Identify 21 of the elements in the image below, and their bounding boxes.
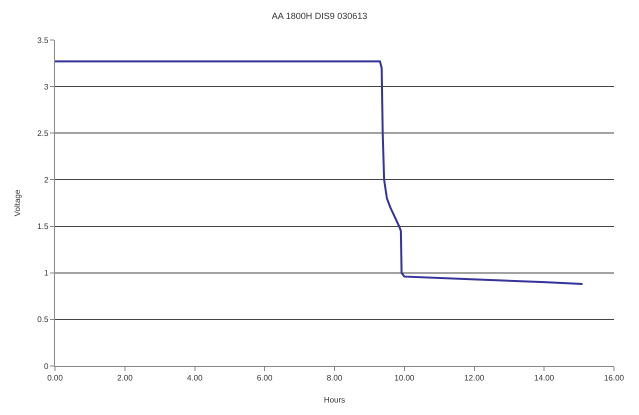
x-tick-label: 8.00 xyxy=(326,374,343,383)
y-tick-label: 3.5 xyxy=(37,36,49,45)
y-tick-label: 3 xyxy=(44,82,49,92)
y-tick-label: 0 xyxy=(44,362,49,371)
x-tick-label: 6.00 xyxy=(256,374,273,383)
x-tick-label: 2.00 xyxy=(117,374,134,383)
y-tick-label: 1.5 xyxy=(37,222,49,232)
x-tick-label: 14.00 xyxy=(534,374,555,383)
line-series xyxy=(55,60,584,286)
y-tick-label: 2.5 xyxy=(37,128,49,138)
y-tick-label: 0.5 xyxy=(37,315,49,324)
x-tick-label: 0.00 xyxy=(47,374,64,383)
y-axis-title: Voltage xyxy=(12,189,22,216)
y-tick-label: 1 xyxy=(44,268,49,278)
chart-title: AA 1800H DIS9 030613 xyxy=(272,10,368,21)
x-tick-label: 12.00 xyxy=(464,374,485,383)
y-tick-label: 2 xyxy=(44,176,49,185)
x-tick-label: 16.00 xyxy=(604,374,625,383)
x-tick-label: 4.00 xyxy=(186,374,204,383)
x-axis-title: Hours xyxy=(324,396,346,405)
x-tick-label: 10.00 xyxy=(394,374,415,383)
